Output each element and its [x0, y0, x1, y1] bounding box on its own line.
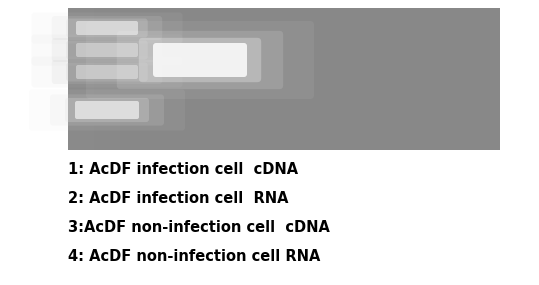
FancyBboxPatch shape — [77, 8, 78, 150]
FancyBboxPatch shape — [139, 38, 261, 82]
FancyBboxPatch shape — [74, 8, 75, 150]
FancyBboxPatch shape — [76, 43, 138, 57]
FancyBboxPatch shape — [79, 8, 80, 150]
FancyBboxPatch shape — [117, 31, 283, 89]
FancyBboxPatch shape — [66, 40, 148, 60]
FancyBboxPatch shape — [68, 8, 69, 150]
FancyBboxPatch shape — [31, 56, 183, 87]
FancyBboxPatch shape — [31, 34, 183, 66]
FancyBboxPatch shape — [76, 21, 138, 35]
FancyBboxPatch shape — [52, 60, 162, 84]
FancyBboxPatch shape — [68, 8, 500, 150]
FancyBboxPatch shape — [73, 8, 74, 150]
FancyBboxPatch shape — [29, 89, 185, 131]
FancyBboxPatch shape — [66, 62, 148, 82]
FancyBboxPatch shape — [65, 98, 149, 122]
FancyBboxPatch shape — [31, 13, 183, 44]
FancyBboxPatch shape — [66, 19, 148, 38]
FancyBboxPatch shape — [153, 43, 247, 77]
FancyBboxPatch shape — [80, 8, 81, 150]
FancyBboxPatch shape — [72, 8, 73, 150]
Text: 4: AcDF non-infection cell RNA: 4: AcDF non-infection cell RNA — [68, 249, 320, 264]
FancyBboxPatch shape — [81, 8, 82, 150]
Text: 2: AcDF infection cell  RNA: 2: AcDF infection cell RNA — [68, 191, 288, 206]
FancyBboxPatch shape — [69, 8, 70, 150]
FancyBboxPatch shape — [75, 8, 76, 150]
Text: 1: AcDF infection cell  cDNA: 1: AcDF infection cell cDNA — [68, 162, 298, 177]
FancyBboxPatch shape — [86, 21, 314, 99]
FancyBboxPatch shape — [52, 38, 162, 62]
FancyBboxPatch shape — [76, 8, 77, 150]
FancyBboxPatch shape — [78, 8, 79, 150]
FancyBboxPatch shape — [70, 8, 71, 150]
FancyBboxPatch shape — [50, 94, 164, 126]
FancyBboxPatch shape — [71, 8, 72, 150]
FancyBboxPatch shape — [52, 16, 162, 40]
FancyBboxPatch shape — [76, 65, 138, 79]
Text: 3:AcDF non-infection cell  cDNA: 3:AcDF non-infection cell cDNA — [68, 220, 330, 235]
FancyBboxPatch shape — [75, 101, 139, 119]
